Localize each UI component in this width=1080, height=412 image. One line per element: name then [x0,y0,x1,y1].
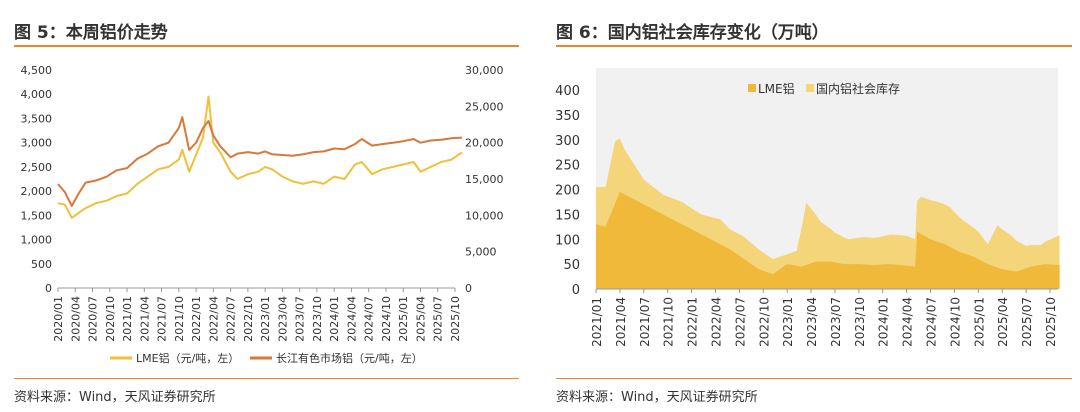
x-tick-label: 2021/07 [638,297,652,347]
y-left-tick-label: 2,000 [21,185,53,198]
x-tick-label: 2024/07 [363,296,376,342]
aluminum-inventory-chart: 0 50 100 150 200 250 300 350 400 2021/01 2021/04 20… [555,68,1060,347]
x-tick-label: 2025/10 [1044,297,1058,347]
x-tick-label: 2025/10 [449,296,462,342]
right-chart-panel: 图 6：国内铝社会库存变化（万吨） 0 50 100 150 200 250 300 350 4… [548,0,1080,412]
x-tick-label: 2021/01 [121,296,134,342]
x-tick-label: 2023/01 [781,297,795,347]
x-tick-label: 2022/01 [190,296,203,342]
x-tick-label: 2021/07 [156,296,169,342]
right-source-note: 资料来源：Wind，天风证券研究所 [556,390,758,405]
right-title-rule [556,45,1072,47]
y-right-tick-label: 30,000 [465,64,504,77]
legend-swatch [806,84,814,92]
y-tick-label: 50 [563,258,580,273]
x-tick-label: 2021/10 [173,296,186,342]
x-tick-label: 2022/10 [757,297,771,347]
x-tick-label: 2022/07 [733,297,747,347]
x-tick-label: 2021/01 [590,297,604,347]
y-tick-label: 150 [555,208,580,223]
x-tick-label: 2024/01 [877,297,891,347]
y-right-tick-label: 25,000 [465,100,504,113]
legend-label: 长江有色市场铝（元/吨，左） [276,351,423,365]
y-left-tick-label: 3,500 [21,112,53,125]
x-tick-label: 2022/01 [686,297,700,347]
y-right-tick-label: 0 [465,282,472,295]
y-tick-label: 0 [572,283,580,298]
x-tick-label: 2025/04 [996,297,1010,347]
x-tick-label: 2021/04 [138,296,151,342]
x-tick-label: 2022/10 [242,296,255,342]
x-tick-label: 2022/07 [225,296,238,342]
left-chart-title: 图 5：本周铝价走势 [14,23,168,43]
y-tick-label: 350 [555,109,580,124]
y-left-tick-label: 3,000 [21,137,53,150]
legend-label: LME铝（元/吨，左） [136,351,239,365]
y-left-tick-label: 4,000 [21,88,53,101]
x-tick-label: 2025/04 [414,296,427,342]
x-tick-label: 2021/04 [614,297,628,347]
x-tick-label: 2024/01 [328,296,341,342]
y-left-tick-label: 500 [31,258,52,271]
x-tick-label: 2022/04 [207,296,220,342]
x-tick-label: 2025/07 [432,296,445,342]
x-tick-label: 2025/01 [972,297,986,347]
y-tick-label: 400 [555,84,580,99]
x-tick-label: 2023/04 [276,296,289,342]
x-tick-label: 2023/01 [259,296,272,342]
y-right-tick-label: 20,000 [465,137,504,150]
y-right-tick-label: 15,000 [465,173,504,186]
x-tick-label: 2021/10 [662,297,676,347]
x-tick-label: 2024/04 [901,297,915,347]
legend-label: LME铝 [758,81,795,96]
left-footer-rule [14,378,519,379]
y-tick-label: 300 [555,134,580,149]
left-chart-panel: 图 5：本周铝价走势 0 500 1,000 1,500 2,000 2,500 3,000… [0,0,525,412]
x-tick-label: 2020/04 [69,296,82,342]
series-line-changjiang [57,116,462,207]
left-title-rule [14,45,519,47]
x-tick-label: 2024/10 [948,297,962,347]
x-tick-label: 2025/07 [1020,297,1034,347]
y-left-tick-label: 1,500 [21,209,53,222]
x-tick-label: 2023/07 [829,297,843,347]
left-source-note: 资料来源：Wind，天风证券研究所 [14,390,216,405]
x-tick-label: 2023/10 [853,297,867,347]
x-tick-label: 2025/01 [397,296,410,342]
series-line-lme [57,95,463,219]
legend-swatch [748,84,756,92]
y-right-tick-label: 5,000 [465,246,497,259]
y-tick-label: 250 [555,159,580,174]
y-left-tick-label: 1,000 [21,234,53,247]
x-tick-label: 2024/10 [380,296,393,342]
x-tick-label: 2020/10 [104,296,117,342]
x-tick-label: 2024/04 [345,296,358,342]
x-tick-label: 2020/01 [52,296,65,342]
legend-label: 国内铝社会库存 [816,81,900,96]
y-tick-label: 100 [555,233,580,248]
x-tick-label: 2023/04 [805,297,819,347]
y-left-tick-label: 2,500 [21,161,53,174]
y-left-tick-label: 0 [45,282,52,295]
y-tick-label: 200 [555,184,580,199]
y-right-tick-label: 10,000 [465,209,504,222]
right-chart-title: 图 6：国内铝社会库存变化（万吨） [556,23,829,43]
x-tick-label: 2023/07 [294,296,307,342]
aluminum-price-chart: 0 500 1,000 1,500 2,000 2,500 3,000 3,500 4,000 4… [21,64,504,365]
y-left-tick-label: 4,500 [21,64,53,77]
x-tick-label: 2020/07 [87,296,100,342]
right-footer-rule [556,378,1072,379]
x-tick-label: 2024/07 [925,297,939,347]
x-tick-label: 2022/04 [709,297,723,347]
series-area-lme [596,192,1060,289]
x-tick-label: 2023/10 [311,296,324,342]
